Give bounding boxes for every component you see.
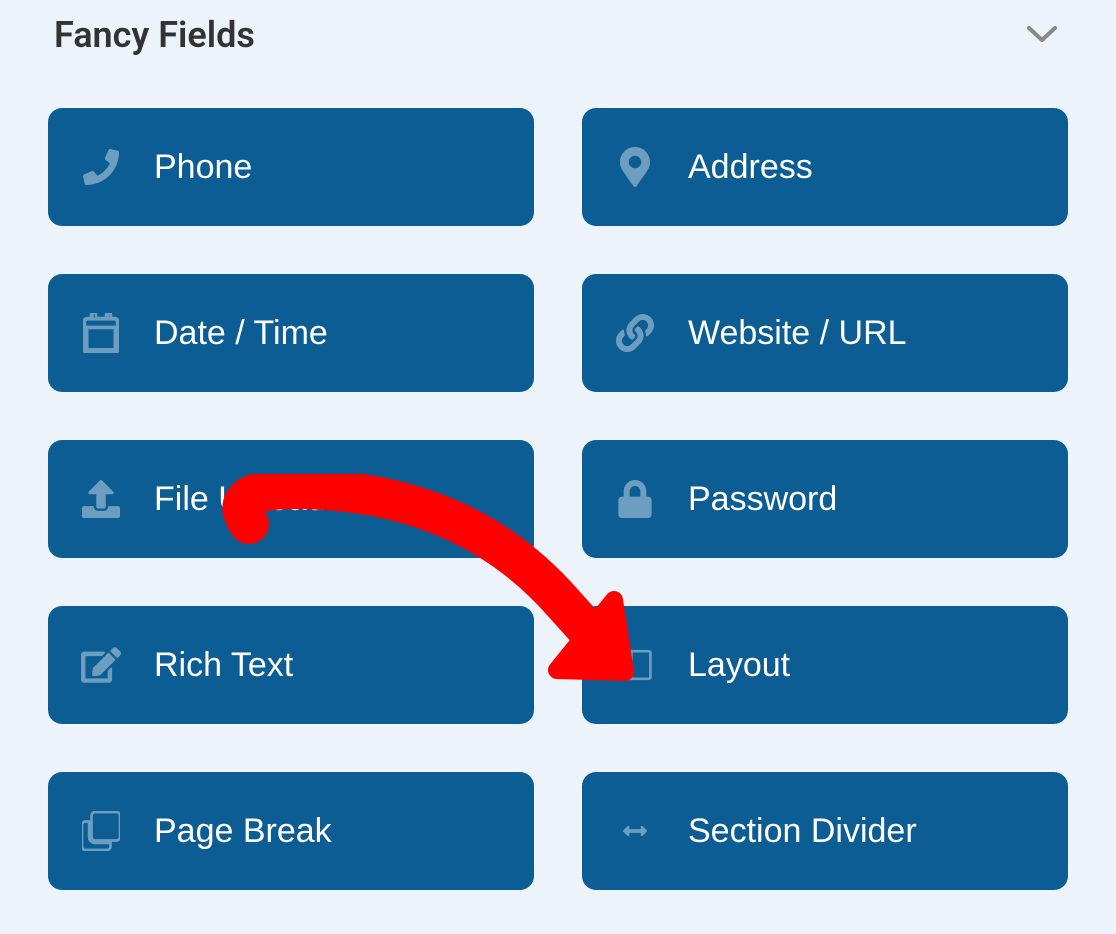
field-label: Address — [688, 148, 813, 187]
field-label: Password — [688, 480, 837, 519]
field-label: Section Divider — [688, 812, 917, 851]
field-button-address[interactable]: Address — [582, 108, 1068, 226]
field-label: Website / URL — [688, 314, 907, 353]
field-label: File Upload — [154, 480, 326, 519]
arrows-h-icon — [614, 810, 656, 852]
pages-icon — [80, 810, 122, 852]
field-button-divider[interactable]: Section Divider — [582, 772, 1068, 890]
field-label: Date / Time — [154, 314, 328, 353]
upload-icon — [80, 478, 122, 520]
panel-header[interactable]: Fancy Fields — [48, 14, 1068, 56]
field-button-layout[interactable]: Layout — [582, 606, 1068, 724]
field-grid: Phone Address Date / Time Website / URL — [48, 108, 1068, 890]
field-button-richtext[interactable]: Rich Text — [48, 606, 534, 724]
calendar-icon — [80, 312, 122, 354]
chevron-down-icon[interactable] — [1024, 17, 1060, 53]
link-icon — [614, 312, 656, 354]
field-button-password[interactable]: Password — [582, 440, 1068, 558]
lock-icon — [614, 478, 656, 520]
field-button-website[interactable]: Website / URL — [582, 274, 1068, 392]
columns-icon — [614, 644, 656, 686]
panel-title: Fancy Fields — [54, 14, 255, 56]
fancy-fields-panel: Fancy Fields Phone Address Date / Time — [0, 0, 1116, 890]
edit-icon — [80, 644, 122, 686]
field-label: Layout — [688, 646, 790, 685]
field-button-pagebreak[interactable]: Page Break — [48, 772, 534, 890]
field-label: Rich Text — [154, 646, 293, 685]
field-button-datetime[interactable]: Date / Time — [48, 274, 534, 392]
location-icon — [614, 146, 656, 188]
field-button-phone[interactable]: Phone — [48, 108, 534, 226]
field-label: Phone — [154, 148, 252, 187]
field-button-fileupload[interactable]: File Upload — [48, 440, 534, 558]
phone-icon — [80, 146, 122, 188]
field-label: Page Break — [154, 812, 332, 851]
